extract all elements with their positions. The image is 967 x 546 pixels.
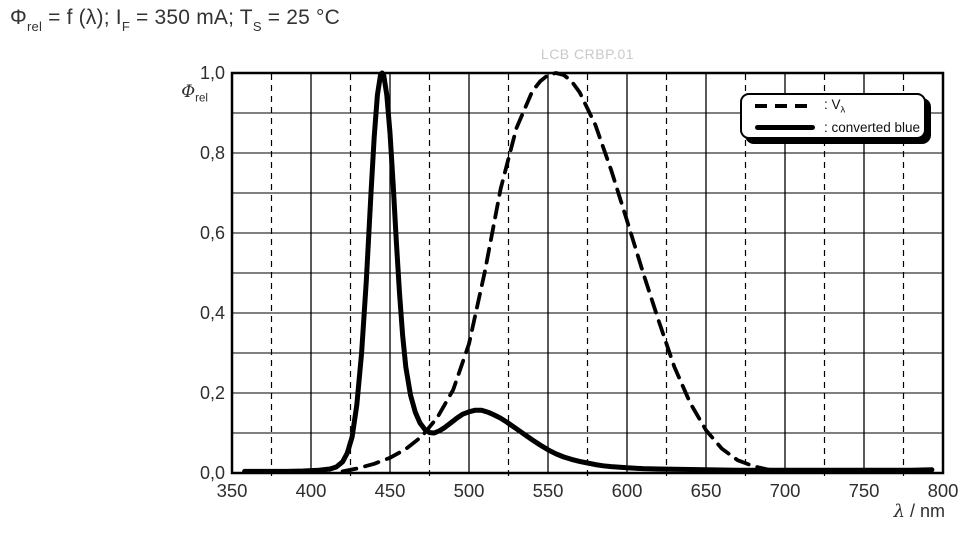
y-axis-tick-labels: 0,0 0,2 0,4 0,6 0,8 1,0 <box>200 63 225 483</box>
x-axis-unit: / nm <box>904 501 945 521</box>
legend-row-v-lambda: : Vλ <box>755 97 924 116</box>
x-tick-label: 550 <box>533 480 564 501</box>
x-tick-label: 750 <box>849 480 880 501</box>
title-phi-sub: rel <box>26 19 43 35</box>
legend-label-v-lambda: : Vλ <box>824 97 845 116</box>
y-tick-label: 0,0 <box>200 463 225 483</box>
legend-v-text: : V <box>824 96 841 112</box>
title-ts-sub: S <box>252 19 262 35</box>
x-axis-symbol: λ <box>893 501 905 522</box>
converted-blue-curve <box>242 70 935 474</box>
y-axis-symbol-sub: rel <box>195 92 208 105</box>
x-tick-label: 400 <box>296 480 327 501</box>
watermark: LCB CRBP.01 <box>540 46 635 62</box>
y-axis-symbol: Φ <box>181 82 196 102</box>
x-axis-tick-labels: 350 400 450 500 550 600 650 700 750 800 <box>217 480 959 501</box>
x-tick-label: 350 <box>217 480 248 501</box>
x-tick-label: 600 <box>612 480 643 501</box>
y-axis-title: Φrel <box>158 82 208 104</box>
grid-minor-vertical <box>270 74 905 478</box>
legend-box: : Vλ : converted blue <box>740 93 926 139</box>
x-tick-label: 700 <box>770 480 801 501</box>
y-tick-label: 0,8 <box>200 143 225 163</box>
chart-title: Φrel = f (λ); IF = 350 mA; TS = 25 °C <box>10 6 341 35</box>
y-tick-label: 1,0 <box>200 63 225 83</box>
solid-line-sample <box>755 125 815 131</box>
y-tick-label: 0,6 <box>200 223 225 243</box>
plot-frame <box>230 71 945 475</box>
title-current: = 350 mA; T <box>130 6 253 29</box>
y-tick-label: 0,2 <box>200 383 225 403</box>
legend-row-converted-blue: : converted blue <box>755 120 924 135</box>
x-axis-title: λ / nm <box>795 501 945 522</box>
x-tick-label: 800 <box>928 480 959 501</box>
title-temperature: = 25 °C <box>261 6 341 29</box>
x-tick-label: 650 <box>691 480 722 501</box>
title-function: = f (λ); I <box>42 6 122 29</box>
dashed-line-sample <box>755 104 815 108</box>
y-tick-label: 0,4 <box>200 303 225 323</box>
legend-v-sub: λ <box>840 104 846 116</box>
legend-label-converted-blue: : converted blue <box>824 120 921 136</box>
x-tick-label: 500 <box>454 480 485 501</box>
title-if-sub: F <box>121 19 130 35</box>
title-phi: Φ <box>10 6 27 29</box>
x-tick-label: 450 <box>375 480 406 501</box>
